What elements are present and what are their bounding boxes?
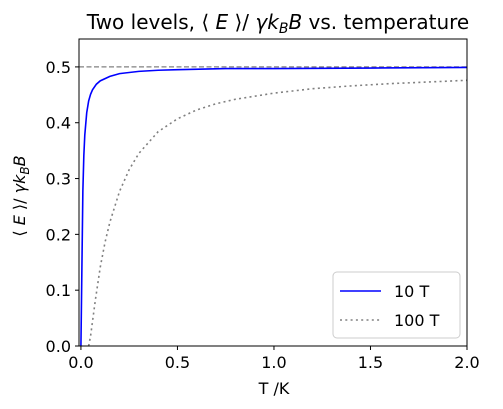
y-tick-label: 0.4	[46, 114, 71, 133]
y-tick-label: 0.2	[46, 225, 71, 244]
x-tick-label: 1.5	[358, 353, 383, 372]
title-text-4: γk	[255, 10, 280, 34]
legend: 10 T 100 T	[332, 271, 461, 339]
y-axis-label: ⟨ E ⟩/ γkBB	[10, 155, 32, 236]
ylabel-text-2: E	[10, 214, 29, 225]
axes	[78, 38, 468, 347]
title-text-6: B	[288, 10, 302, 34]
title-text-5: B	[279, 21, 289, 37]
x-tick-label: 2.0	[454, 353, 479, 372]
series-line-100-t	[87, 79, 467, 346]
ylabel-text-5: B	[18, 166, 32, 174]
title-text-2: E	[216, 10, 229, 34]
axes-frame	[78, 38, 468, 347]
title-text-7: vs. temperature	[302, 10, 469, 34]
legend-box	[332, 271, 461, 339]
tick-group: 0.0 0.5 1.0 1.5 2.0 0.0 0.1 0.2 0.3 0.4 0.5	[46, 58, 480, 372]
ylabel-text-3: ⟩/	[10, 193, 29, 215]
ylabel-text-4: γk	[10, 174, 29, 193]
plot-area	[79, 66, 467, 346]
y-tick-label: 0.3	[46, 170, 71, 189]
y-tick-label: 0.0	[46, 337, 71, 356]
x-tick-label: 0.0	[68, 353, 93, 372]
ylabel-text-6: B	[10, 155, 29, 166]
x-tick-label: 1.0	[261, 353, 286, 372]
legend-label-100t: 100 T	[394, 311, 440, 330]
y-tick-label: 0.5	[46, 58, 71, 77]
legend-label-10t: 10 T	[394, 282, 429, 301]
x-axis-label: T /K	[258, 379, 290, 398]
title-text-3: ⟩/	[228, 10, 255, 34]
series-line-10-t	[80, 66, 467, 346]
title-text-1: Two levels, ⟨	[86, 10, 216, 34]
y-tick-label: 0.1	[46, 281, 71, 300]
chart-title: Two levels, ⟨ E ⟩/ γkBB vs. temperature	[86, 10, 469, 37]
x-tick-label: 0.5	[165, 353, 190, 372]
ylabel-text-1: ⟨	[10, 225, 29, 236]
